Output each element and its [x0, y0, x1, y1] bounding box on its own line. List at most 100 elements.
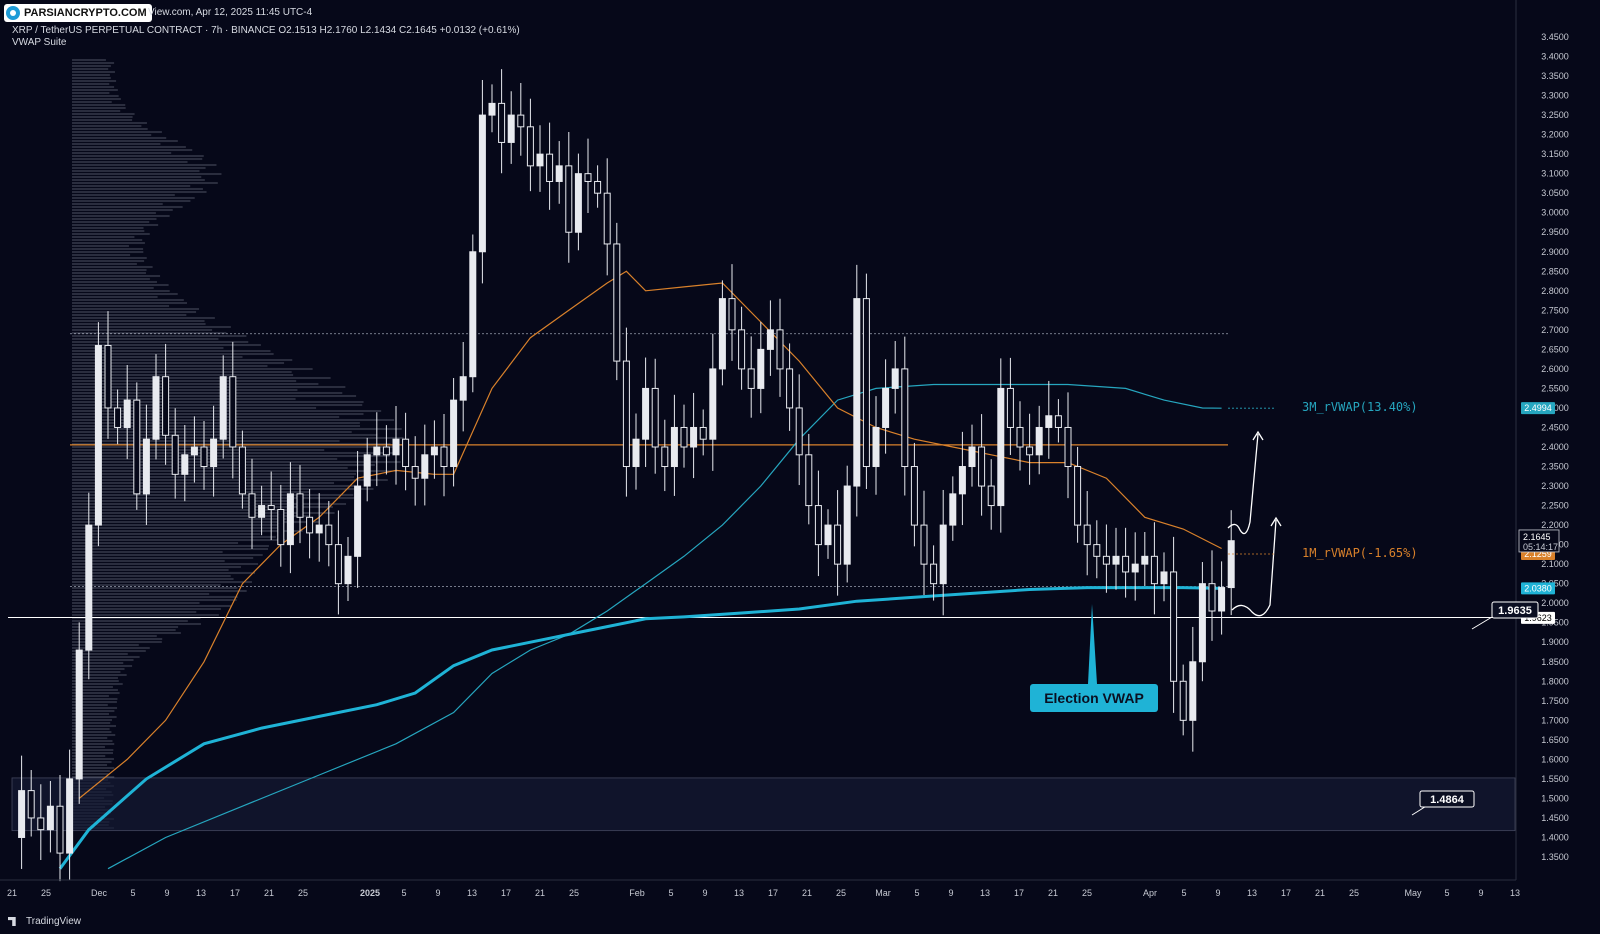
price-tick-label: 2.5500 — [1541, 383, 1569, 393]
candle-body — [834, 524, 842, 565]
candle-body — [123, 399, 131, 428]
candle-body — [939, 524, 947, 585]
price-tick-label: 1.5500 — [1541, 774, 1569, 784]
current-price-label: 2.1645 — [1523, 532, 1551, 542]
price-tick-label: 2.8500 — [1541, 266, 1569, 276]
symbol-line[interactable]: XRP / TetherUS PERPETUAL CONTRACT · 7h ·… — [12, 25, 520, 36]
candle-body — [1035, 426, 1043, 456]
candle-body — [200, 446, 208, 468]
candle-body — [1189, 661, 1197, 721]
candle-body — [574, 173, 582, 233]
time-tick-label: 21 — [1048, 888, 1058, 898]
election-vwap-line — [58, 586, 1222, 870]
candle-body — [1026, 446, 1034, 456]
candle-body — [392, 438, 400, 456]
time-tick-label: 5 — [1444, 888, 1449, 898]
parsiancrypto-logo-icon — [6, 6, 20, 20]
price-tick-label: 1.5000 — [1541, 793, 1569, 803]
price-tick-label: 2.3500 — [1541, 462, 1569, 472]
time-tick-label: May — [1404, 888, 1422, 898]
time-tick-label: 13 — [1247, 888, 1257, 898]
candle-body — [958, 466, 966, 495]
candle-body — [219, 376, 227, 440]
election-pointer — [1088, 604, 1097, 684]
time-tick-label: 17 — [230, 888, 240, 898]
candle-body — [747, 368, 755, 389]
price-tick-label: 2.8000 — [1541, 286, 1569, 296]
price-axis[interactable]: 3.4500 3.4000 3.3500 3.3000 3.2500 3.2000 3.15… — [1515, 0, 1569, 880]
time-tick-label: 13 — [467, 888, 477, 898]
candle-body — [354, 485, 362, 557]
election-callout-label: Election VWAP — [1044, 690, 1144, 706]
level-1-box — [1491, 601, 1539, 619]
price-tick-label: 3.3000 — [1541, 91, 1569, 101]
candle-body — [862, 298, 870, 468]
candle-body — [661, 446, 669, 468]
candle-body — [334, 544, 342, 585]
time-tick-label: Dec — [91, 888, 108, 898]
time-tick-label: 25 — [41, 888, 51, 898]
time-axis[interactable]: 21 25 Dec 5 9 13 17 21 25 2025 5 9 13 17 21 25 Feb 5 9 13 17… — [0, 879, 1520, 898]
projection-path-low — [1231, 519, 1277, 617]
time-tick-label: 17 — [1014, 888, 1024, 898]
candle-body — [18, 790, 26, 838]
time-tick-label: 13 — [196, 888, 206, 898]
time-tick-label: 25 — [569, 888, 579, 898]
time-tick-label: 17 — [1281, 888, 1291, 898]
projection-arrowhead-low — [1270, 516, 1282, 527]
candle-body — [56, 805, 64, 854]
candle-body — [85, 524, 93, 651]
price-tick-label: 1.6000 — [1541, 754, 1569, 764]
candle-body — [882, 387, 890, 428]
candle-body — [210, 438, 218, 468]
candle-body — [584, 173, 592, 182]
level-2-label: 1.4864 — [1430, 794, 1465, 806]
level-1-label: 1.9635 — [1498, 605, 1532, 617]
price-tick-label: 1.4500 — [1541, 813, 1569, 823]
candle-body — [1064, 426, 1072, 468]
candle-body — [920, 524, 928, 565]
candle-body — [814, 505, 822, 546]
candle-body — [1141, 555, 1149, 565]
footer-brand[interactable]: TradingView — [8, 916, 81, 927]
time-tick-label: 5 — [914, 888, 919, 898]
candle-body — [488, 102, 496, 116]
candle-body — [517, 114, 525, 128]
price-tick-label: 2.4500 — [1541, 422, 1569, 432]
candle-body — [930, 563, 938, 585]
candle-body — [430, 446, 438, 456]
candle-body — [469, 251, 477, 378]
candle-body — [459, 376, 467, 401]
candle-body — [987, 485, 995, 507]
price-tick-label: 1.8000 — [1541, 676, 1569, 686]
candle-body — [104, 344, 112, 409]
time-tick-label: 21 — [1315, 888, 1325, 898]
orange-price-tag: 2.1259 — [1524, 549, 1552, 559]
candle-body — [286, 493, 294, 546]
candle-body — [555, 165, 563, 182]
candle-body — [603, 192, 611, 245]
candle-body — [37, 817, 45, 831]
indicator-name[interactable]: VWAP Suite — [12, 37, 67, 48]
projection-path-up — [1227, 433, 1259, 535]
candle-body — [373, 446, 381, 456]
candle-body — [142, 438, 150, 495]
candle-body — [776, 329, 784, 370]
teal-price-tag: 2.4994 — [1524, 403, 1552, 413]
candle-body — [978, 446, 986, 487]
time-tick-label: 5 — [1181, 888, 1186, 898]
price-tick-label: 3.0500 — [1541, 188, 1569, 198]
price-tick-label: 2.4000 — [1541, 442, 1569, 452]
footer-brand-text: TradingView — [26, 916, 82, 927]
candle-body — [709, 368, 717, 440]
candle-body — [94, 344, 102, 526]
level-2-box — [1419, 790, 1475, 808]
candle-body — [238, 446, 246, 495]
current-price-box — [1518, 529, 1560, 553]
candle-body — [75, 649, 83, 780]
candle-body — [997, 387, 1005, 507]
candle-body — [565, 165, 573, 233]
candle-body — [296, 493, 304, 518]
teal-price-tag-bg — [1521, 402, 1555, 415]
